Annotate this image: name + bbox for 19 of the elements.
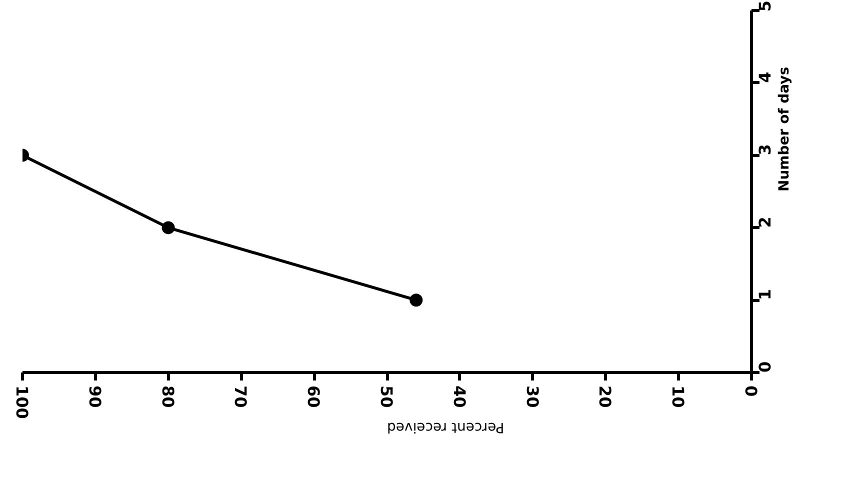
x-tick-label: 20 <box>596 386 615 408</box>
y-axis-title: Number of days <box>776 66 792 192</box>
x-tick-label: 50 <box>377 386 396 408</box>
x-tick-label: 10 <box>668 386 688 408</box>
x-tick-label: 0 <box>742 386 760 397</box>
y-tick-label: 2 <box>756 216 774 228</box>
y-tick-label: 5 <box>756 0 774 12</box>
y-tick-label: 1 <box>756 288 774 300</box>
x-tick-label: 60 <box>304 386 324 408</box>
y-tick-label: 3 <box>756 144 774 156</box>
x-tick-label: 100 <box>12 386 32 419</box>
x-tick-label: 80 <box>158 386 178 408</box>
x-tick-label: 70 <box>231 386 250 408</box>
x-tick-label: 90 <box>85 386 104 408</box>
x-axis-title: Percent received <box>386 418 504 435</box>
x-tick-label: 30 <box>522 386 542 408</box>
y-tick-label: 4 <box>756 72 774 83</box>
x-tick-label: 40 <box>450 386 469 408</box>
y-tick-label: 0 <box>756 361 774 372</box>
